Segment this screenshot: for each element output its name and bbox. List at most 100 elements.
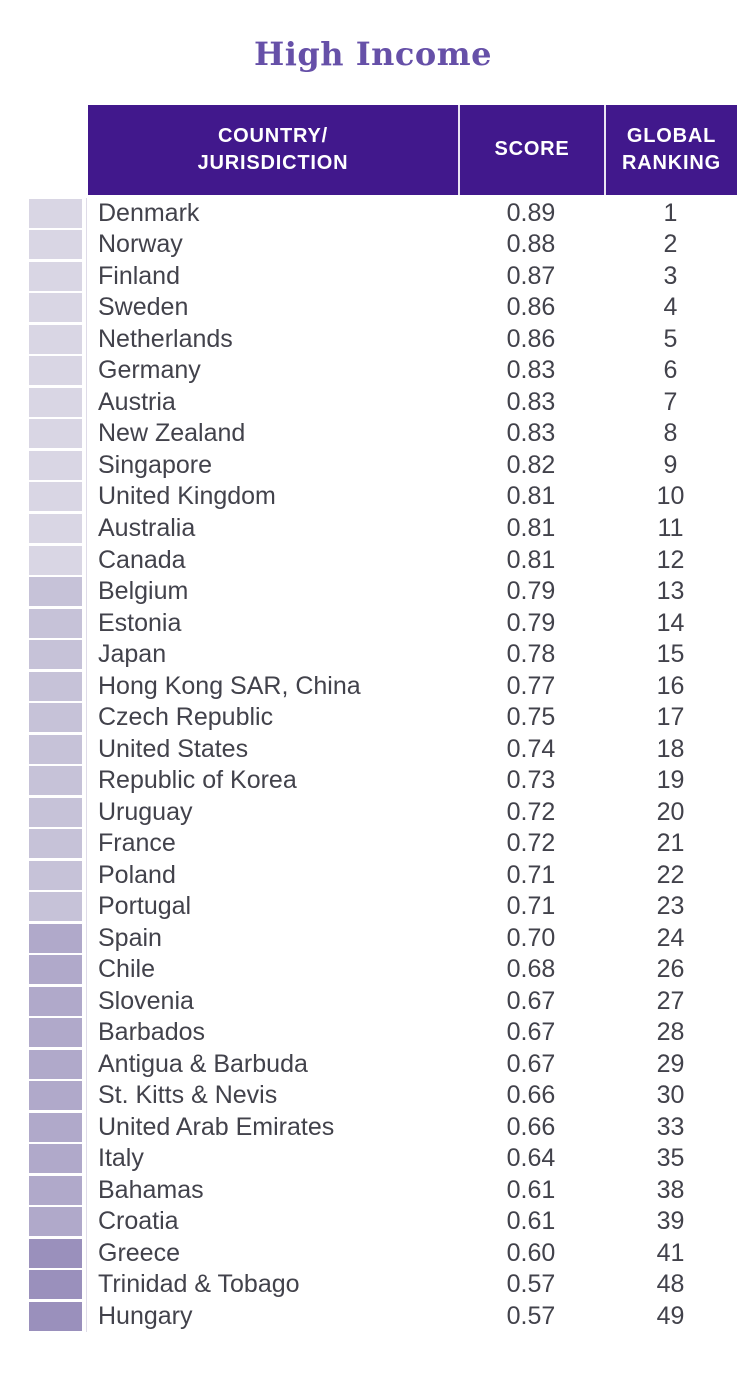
income-tier-swatch — [29, 892, 82, 922]
header-cell-country: COUNTRY/ JURISDICTION — [88, 105, 458, 195]
global-ranking-cell: 21 — [656, 829, 685, 858]
global-ranking-cell: 26 — [656, 955, 685, 984]
score-cell: 0.67 — [506, 1018, 556, 1047]
tier-swatch-cell — [29, 670, 88, 702]
score-cell: 0.64 — [506, 1144, 556, 1173]
income-tier-swatch — [29, 1049, 82, 1079]
table-row: Austria 0.83 7 — [29, 387, 737, 419]
table-row: Czech Republic 0.75 17 — [29, 702, 737, 734]
score-cell: 0.81 — [506, 514, 556, 542]
table-row: Hong Kong SAR, China 0.77 16 — [29, 670, 737, 702]
country-cell: Spain — [98, 923, 162, 952]
table-row: Trinidad & Tobago 0.57 48 — [29, 1269, 737, 1301]
country-cell: Japan — [98, 640, 167, 669]
income-tier-swatch — [29, 1270, 82, 1300]
country-cell: Hungary — [98, 1301, 193, 1330]
global-ranking-cell: 14 — [656, 608, 685, 637]
table-row: United Kingdom 0.81 10 — [29, 481, 737, 513]
tier-swatch-cell — [29, 954, 88, 986]
tier-swatch-cell — [29, 1206, 88, 1238]
income-tier-swatch — [29, 293, 82, 323]
country-cell: New Zealand — [98, 419, 246, 448]
tier-swatch-cell — [29, 1017, 88, 1049]
page-title: High Income — [254, 35, 492, 73]
score-cell: 0.86 — [506, 324, 556, 353]
tier-swatch-cell — [29, 198, 88, 230]
global-ranking-cell: 48 — [656, 1270, 685, 1299]
global-ranking-cell: 35 — [656, 1144, 685, 1173]
score-cell: 0.71 — [506, 860, 556, 889]
country-cell: Netherlands — [98, 324, 233, 353]
tier-swatch-cell — [29, 229, 88, 261]
score-cell: 0.86 — [506, 293, 556, 322]
global-ranking-cell: 18 — [656, 734, 685, 763]
global-ranking-cell: 7 — [663, 387, 678, 416]
score-cell: 0.74 — [506, 734, 556, 763]
income-tier-swatch — [29, 986, 82, 1016]
score-cell: 0.67 — [506, 1049, 556, 1078]
income-tier-swatch — [29, 198, 82, 228]
table-row: Belgium 0.79 13 — [29, 576, 737, 608]
income-tier-swatch — [29, 419, 82, 449]
tier-swatch-cell — [29, 828, 88, 860]
header-cell-ranking: GLOBAL RANKING — [604, 104, 737, 195]
income-tier-swatch — [29, 1301, 82, 1331]
tier-swatch-cell — [29, 765, 88, 797]
country-cell: Denmark — [98, 198, 200, 227]
global-ranking-cell: 6 — [663, 356, 678, 385]
country-cell: Belgium — [98, 577, 189, 606]
global-ranking-cell: 17 — [656, 703, 685, 732]
tier-swatch-cell — [29, 859, 88, 891]
table-row: United Arab Emirates 0.66 33 — [29, 1112, 737, 1144]
tier-swatch-cell — [29, 1175, 88, 1207]
score-cell: 0.57 — [506, 1270, 556, 1299]
score-cell: 0.61 — [506, 1207, 556, 1236]
global-ranking-cell: 33 — [656, 1112, 685, 1141]
score-cell: 0.75 — [506, 703, 556, 732]
country-cell: France — [98, 829, 176, 858]
income-tier-swatch — [29, 261, 82, 291]
score-cell: 0.81 — [506, 482, 556, 511]
tier-swatch-cell — [29, 702, 88, 734]
score-cell: 0.83 — [506, 387, 556, 416]
country-cell: Hong Kong SAR, China — [98, 671, 361, 700]
score-cell: 0.70 — [506, 923, 556, 952]
global-ranking-cell: 22 — [656, 860, 685, 889]
tier-swatch-cell — [29, 513, 88, 545]
score-cell: 0.72 — [506, 829, 556, 858]
income-tier-swatch — [29, 387, 82, 417]
income-tier-swatch — [29, 608, 82, 638]
score-cell: 0.72 — [506, 797, 556, 826]
country-cell: Slovenia — [98, 986, 194, 1015]
header-country-line1: COUNTRY/ — [217, 124, 329, 147]
income-tier-swatch — [29, 703, 82, 733]
table-row: France 0.72 21 — [29, 828, 737, 860]
table-row: United States 0.74 18 — [29, 733, 737, 765]
income-tier-swatch — [29, 1081, 82, 1111]
country-cell: Republic of Korea — [98, 766, 297, 795]
tier-swatch-cell — [29, 891, 88, 923]
header-ranking-line2: RANKING — [622, 151, 721, 174]
country-cell: Bahamas — [98, 1175, 204, 1204]
table-row: Poland 0.71 22 — [29, 859, 737, 891]
score-cell: 0.67 — [506, 986, 556, 1015]
tier-swatch-cell — [29, 324, 88, 356]
score-cell: 0.81 — [506, 545, 556, 574]
income-tier-swatch — [29, 860, 82, 890]
global-ranking-cell: 10 — [656, 482, 685, 511]
tier-swatch-cell — [29, 1143, 88, 1175]
country-cell: Singapore — [98, 450, 212, 479]
global-ranking-cell: 19 — [656, 766, 685, 795]
score-cell: 0.57 — [506, 1301, 556, 1330]
table-row: Norway 0.88 2 — [29, 229, 737, 261]
table-row: Bahamas 0.61 38 — [29, 1175, 737, 1207]
table-row: Sweden 0.86 4 — [29, 292, 737, 324]
table-header: COUNTRY/ JURISDICTION SCORE GLOBAL RANKI… — [88, 104, 737, 195]
global-ranking-cell: 27 — [656, 986, 685, 1015]
score-cell: 0.71 — [506, 892, 556, 921]
table-row: Singapore 0.82 9 — [29, 450, 737, 482]
tier-swatch-cell — [29, 355, 88, 387]
table-row: Germany 0.83 6 — [29, 355, 737, 387]
tier-swatch-cell — [29, 387, 88, 419]
